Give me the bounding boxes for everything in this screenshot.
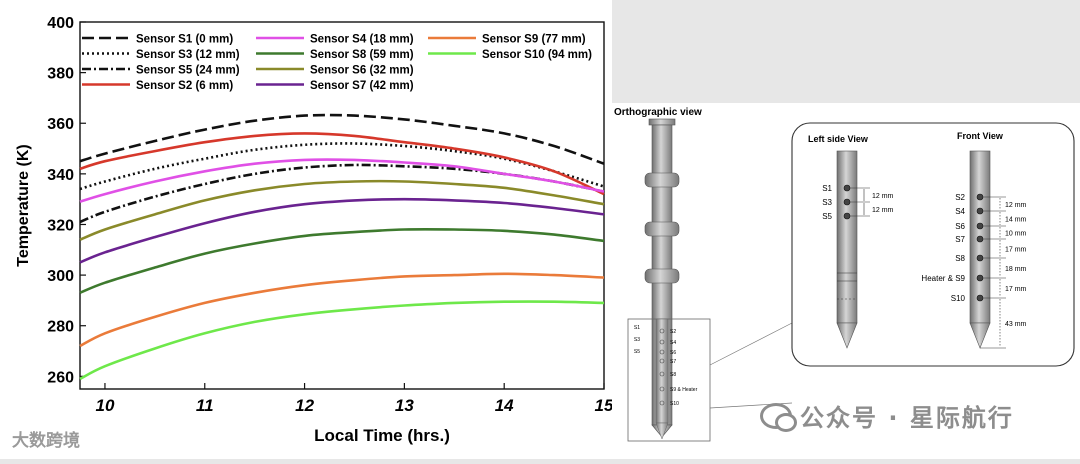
front-sensor-dot [976, 207, 984, 215]
front-spacing-label: 10 mm [1005, 231, 1027, 238]
front-sensor-label: S7 [955, 235, 965, 244]
mini-sensor-dot [659, 371, 665, 377]
series-line [79, 179, 605, 241]
temperature-chart: 260 280 300 320 340 360 380 400 10 11 12 13 14 15 Loca… [15, 15, 612, 445]
mini-sensor-dot [659, 328, 665, 334]
mini-sensor-label: S8 [670, 372, 676, 378]
mini-sensor-label: S4 [670, 340, 676, 346]
left-view-probe [836, 150, 858, 349]
front-spacing-label: 12 mm [1005, 202, 1027, 209]
front-sensor-dot [976, 193, 984, 201]
mini-sensor-label: S6 [670, 350, 676, 356]
x-tick-label: 10 [95, 396, 114, 415]
legend-entry: Sensor S10 (94 mm) [482, 49, 592, 61]
mini-sensor-label: S10 [670, 401, 679, 407]
left-sensor-dot [843, 184, 851, 192]
x-axis-label: Local Time (hrs.) [314, 426, 450, 445]
legend-entry: Sensor S1 (0 mm) [136, 34, 233, 46]
legend-entry: Sensor S9 (77 mm) [482, 34, 586, 46]
series-line [79, 197, 605, 264]
mini-sensor-dot [659, 349, 665, 355]
y-tick-label: 280 [47, 319, 74, 336]
front-spacing-label: 14 mm [1005, 217, 1027, 224]
front-spacing-label: 17 mm [1005, 286, 1027, 293]
front-spacing-label: 17 mm [1005, 247, 1027, 254]
x-tick-label: 14 [495, 396, 514, 415]
left-spacing-label: 12 mm [872, 207, 894, 214]
front-spacing-label: 18 mm [1005, 266, 1027, 273]
mini-sensor-label: S5 [634, 349, 640, 355]
mini-sensor-label: S1 [634, 325, 640, 331]
series-line [79, 300, 605, 381]
mini-sensor-dot [659, 339, 665, 345]
plot-frame [79, 21, 605, 390]
left-sensor-label: S3 [822, 198, 832, 207]
watermark-right: 公众号 · 星际航行 [760, 398, 1014, 433]
series-line [79, 158, 605, 203]
watermark-left: 大数跨境 [12, 431, 80, 451]
front-sensor-label: S4 [955, 207, 965, 216]
legend-entry: Sensor S2 (6 mm) [136, 80, 233, 92]
detail-view-box [791, 122, 1075, 367]
front-sensor-label: S10 [951, 294, 966, 303]
legend-entry: Sensor S4 (18 mm) [310, 34, 414, 46]
left-sensor-dot [843, 212, 851, 220]
y-tick-label: 260 [47, 369, 74, 386]
y-tick-label: 380 [47, 66, 74, 83]
y-axis-label: Temperature (K) [15, 144, 32, 266]
front-sensor-label: S6 [955, 222, 965, 231]
mini-sensor-dot [659, 400, 665, 406]
left-sensor-label: S1 [822, 184, 832, 193]
front-sensor-label: S2 [955, 193, 965, 202]
mini-sensor-label: S3 [634, 337, 640, 343]
watermark-right-text: 公众号 · 星际航行 [800, 404, 1014, 432]
left-spacing-label: 12 mm [872, 193, 894, 200]
x-tick-label: 12 [295, 396, 314, 415]
wechat-icon [760, 403, 797, 432]
left-sensor-label: S5 [822, 212, 832, 221]
y-tick-label: 400 [47, 15, 74, 32]
front-sensor-label: Heater & S9 [921, 274, 965, 283]
x-tick-label: 15 [595, 396, 612, 415]
zoomed-probe [655, 318, 669, 440]
x-tick-label: 13 [395, 396, 414, 415]
mini-sensor-dot [659, 386, 665, 392]
series-line [79, 132, 605, 196]
probe-diagram: Orthographic view S1 S3 S5 S2 S4 S6 S7 S8 S9 & H… [614, 107, 1075, 442]
y-tick-label: 300 [47, 268, 74, 285]
legend-entry: Sensor S3 (12 mm) [136, 49, 240, 61]
front-spacing-label: 43 mm [1005, 321, 1027, 328]
series-line [79, 113, 605, 165]
probe-diagram-panel: Orthographic view S1 S3 S5 S2 S4 S6 S7 S8 S9 & H… [612, 103, 1080, 459]
series-line [79, 227, 605, 295]
mini-sensor-label: S7 [670, 359, 676, 365]
front-sensor-label: S8 [955, 254, 965, 263]
mini-sensor-label: S2 [670, 329, 676, 335]
front-view-title: Front View [957, 131, 1004, 141]
legend-entry: Sensor S5 (24 mm) [136, 65, 240, 77]
y-tick-label: 320 [47, 217, 74, 234]
mini-sensor-dot [659, 358, 665, 364]
zoom-box [627, 318, 711, 442]
front-sensor-dot [976, 222, 984, 230]
front-sensor-dot [976, 235, 984, 243]
front-view-probe [969, 150, 991, 349]
legend-entry: Sensor S7 (42 mm) [310, 80, 414, 92]
left-side-view-title: Left side View [808, 134, 869, 144]
orthographic-view-title: Orthographic view [614, 107, 702, 118]
left-sensor-dot [843, 198, 851, 206]
front-sensor-dot [976, 294, 984, 302]
y-tick-label: 340 [47, 167, 74, 184]
legend-entry: Sensor S6 (32 mm) [310, 65, 414, 77]
front-sensor-dot [976, 274, 984, 282]
mini-sensor-label: S9 & Heater [670, 387, 698, 393]
chart-panel: 260 280 300 320 340 360 380 400 10 11 12 13 14 15 Loca… [0, 0, 612, 459]
legend-entry: Sensor S8 (59 mm) [310, 49, 414, 61]
front-sensor-dot [976, 254, 984, 262]
y-tick-label: 360 [47, 116, 74, 133]
series-line [79, 272, 605, 348]
x-tick-label: 11 [196, 396, 214, 415]
series-line [79, 163, 605, 224]
